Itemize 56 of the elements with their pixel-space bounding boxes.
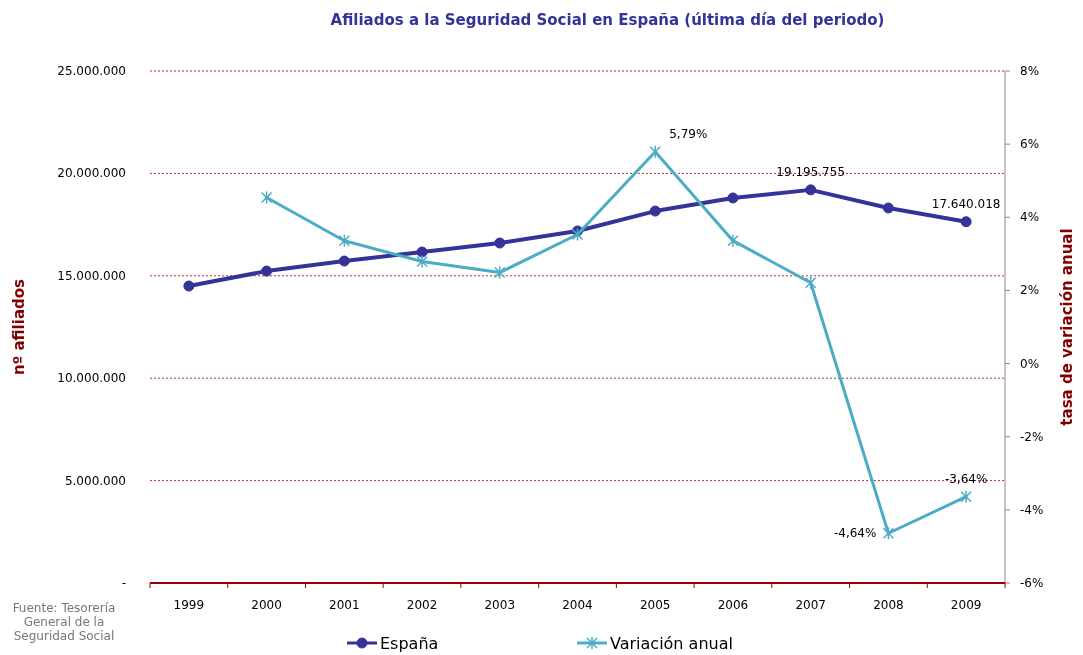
y-tick-label: 20.000.000 — [57, 166, 126, 181]
point — [494, 265, 506, 280]
chart-title: Afiliados a la Seguridad Social en España (última día del periodo) — [330, 11, 885, 29]
y2-tick-label: -4% — [1020, 502, 1044, 517]
y2-tick-label: 8% — [1020, 64, 1040, 78]
y2-axis-title: tasa de variación anual — [1058, 228, 1076, 426]
y2-tick-label: 6% — [1020, 137, 1040, 152]
legend-label: Variación anual — [610, 634, 733, 653]
data-label: -4,64% — [833, 526, 877, 541]
point — [494, 237, 506, 249]
x-tick-label: 2000 — [251, 598, 282, 612]
x-tick-label: 2003 — [484, 598, 516, 612]
point — [805, 184, 817, 196]
y-tick-label: - — [121, 576, 126, 590]
data-label: 5,79% — [669, 126, 708, 141]
point — [882, 202, 894, 214]
point — [649, 205, 661, 217]
x-tick-label: 2008 — [873, 598, 904, 612]
x-tick-label: 2009 — [950, 598, 982, 612]
x-tick-label: 2005 — [639, 598, 671, 612]
point — [261, 265, 273, 277]
y2-tick-label: 0% — [1020, 356, 1040, 371]
y-axis-title: nº afiliados — [10, 278, 28, 375]
x-tick-label: 2007 — [795, 598, 826, 612]
x-tick-label: 2001 — [329, 598, 360, 612]
y2-tick-label: 4% — [1020, 210, 1040, 225]
x-tick-label: 2002 — [406, 598, 438, 612]
source-note: Fuente: Tesorería General de la Seguridad Social — [12, 601, 116, 643]
x-tick-label: 1999 — [173, 598, 205, 612]
y-tick-label: 15.000.000 — [57, 268, 126, 283]
data-label: 19.195.755 — [776, 164, 846, 179]
point — [338, 255, 350, 267]
point — [727, 233, 739, 248]
y-tick-label: 5.000.000 — [64, 473, 126, 488]
point — [338, 233, 351, 248]
y2-tick-label: -6% — [1020, 576, 1044, 590]
y-tick-label: 10.000.000 — [57, 371, 126, 386]
data-label: -3,64% — [944, 471, 988, 486]
point — [804, 276, 817, 290]
x-tick-label: 2006 — [717, 598, 749, 612]
point — [882, 526, 895, 541]
legend-label: España — [380, 634, 439, 653]
point — [183, 280, 195, 292]
point — [416, 246, 428, 258]
y2-tick-label: -2% — [1020, 429, 1044, 444]
point — [960, 216, 972, 228]
point — [960, 489, 972, 504]
point — [260, 190, 273, 205]
point — [416, 254, 428, 269]
data-label: 17.640.018 — [931, 196, 1001, 211]
y-tick-label: 25.000.000 — [57, 64, 126, 78]
x-tick-label: 2004 — [562, 598, 593, 612]
point — [649, 145, 661, 159]
point — [727, 192, 739, 204]
point — [571, 227, 584, 242]
y2-tick-label: 2% — [1020, 283, 1040, 298]
